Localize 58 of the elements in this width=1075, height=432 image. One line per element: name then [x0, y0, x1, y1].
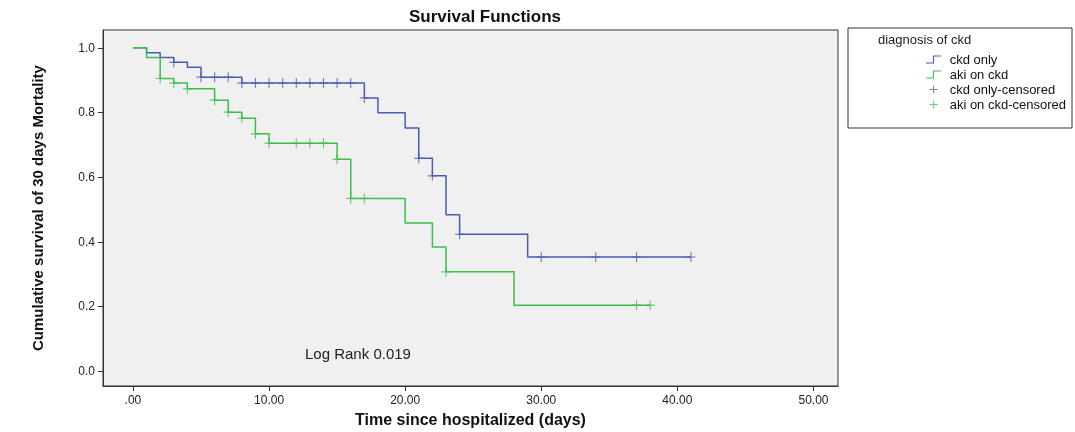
point [291, 78, 301, 89]
point [632, 251, 642, 262]
x-tick-label: 30.00 [526, 393, 557, 407]
x-tick-label: 20.00 [390, 393, 421, 407]
y-axis-title: Cumulative survival of 30 days Mortality [29, 64, 46, 351]
point [169, 78, 179, 89]
point [250, 128, 260, 139]
legend-title: diagnosis of ckd [878, 32, 972, 47]
point [332, 154, 342, 165]
point [305, 78, 315, 89]
point [264, 138, 274, 149]
y-tick-label: 0.0 [78, 364, 96, 379]
point [346, 193, 356, 204]
point [237, 78, 247, 89]
y-tick-label: 0.2 [78, 299, 96, 314]
point [319, 138, 328, 149]
y-tick-label: 0.4 [78, 234, 96, 249]
point [210, 72, 220, 83]
y-tick-label: 0.6 [78, 170, 96, 185]
x-tick-label: 50.00 [798, 393, 829, 407]
x-tick-label: 40.00 [662, 393, 693, 407]
x-axis-title: Time since hospitalized (days) [355, 410, 586, 428]
point [536, 251, 546, 262]
x-tick-label: .00 [124, 393, 142, 407]
point [210, 95, 220, 106]
legend-label: ckd only [949, 52, 998, 67]
point [455, 229, 465, 240]
point [427, 170, 437, 181]
legend-label: ckd only-censored [949, 82, 1056, 97]
point [441, 266, 451, 277]
point [196, 72, 206, 83]
point [291, 138, 301, 149]
point [250, 78, 260, 89]
legend-label: aki on ckd [949, 67, 1009, 82]
point [264, 78, 274, 89]
point [319, 78, 328, 89]
point [332, 78, 342, 89]
point [414, 153, 424, 164]
point [305, 138, 315, 149]
point [359, 193, 369, 204]
point [645, 300, 655, 311]
y-tick-label: 1.0 [78, 40, 96, 55]
annotation: Log Rank 0.019 [305, 345, 411, 362]
point [223, 107, 233, 118]
chart-title: Survival Functions [408, 7, 562, 26]
point [237, 113, 247, 124]
point [346, 78, 356, 89]
point [632, 300, 642, 311]
point [686, 251, 696, 262]
x-tick-label: 10.00 [254, 393, 285, 407]
point [182, 83, 192, 94]
point [359, 92, 369, 103]
point [223, 72, 233, 83]
y-tick-label: 0.8 [78, 105, 96, 120]
point [591, 251, 601, 262]
point [169, 57, 179, 68]
point [278, 78, 288, 89]
legend-label: aki on ckd-censored [949, 97, 1066, 112]
